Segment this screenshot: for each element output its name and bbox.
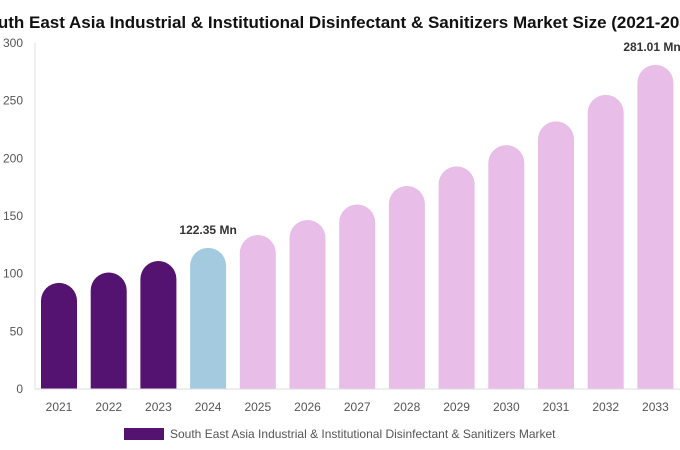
y-tick-label: 0: [16, 382, 23, 396]
x-tick-label: 2022: [95, 400, 122, 414]
legend-label: South East Asia Industrial & Institution…: [170, 427, 556, 441]
bar-2033[interactable]: [637, 64, 674, 390]
bar-2022[interactable]: [90, 272, 127, 389]
data-labels: 122.35 Mn 281.01 Mn: [179, 40, 680, 237]
bar-2027[interactable]: [339, 204, 376, 389]
legend[interactable]: South East Asia Industrial & Institution…: [124, 427, 556, 441]
bar-2032[interactable]: [587, 94, 624, 389]
bar-2023[interactable]: [140, 260, 177, 389]
x-tick-label: 2028: [394, 400, 421, 414]
y-tick-label: 150: [3, 209, 23, 223]
x-tick-label: 2024: [195, 400, 222, 414]
y-tick-label: 200: [3, 151, 23, 165]
x-tick-label: 2023: [145, 400, 172, 414]
chart-title: South East Asia Industrial & Institution…: [0, 13, 680, 32]
y-tick-label: 50: [10, 324, 24, 338]
x-tick-label: 2031: [543, 400, 570, 414]
y-tick-label: 250: [3, 94, 23, 108]
bar-2026[interactable]: [289, 220, 326, 389]
x-tick-label: 2027: [344, 400, 371, 414]
x-tick-label: 2030: [493, 400, 520, 414]
data-label-2033: 281.01 Mn: [623, 40, 680, 54]
bar-2028[interactable]: [388, 186, 425, 389]
x-tick-label: 2026: [294, 400, 321, 414]
bar-2021[interactable]: [41, 282, 77, 389]
x-axis: 2021 2022 2023 2024 2025 2026 2027 2028 2029 2030…: [35, 388, 680, 414]
bar-2024[interactable]: [190, 247, 227, 389]
y-tick-label: 100: [3, 267, 23, 281]
x-tick-label: 2029: [443, 400, 470, 414]
y-axis: 0 50 100 150 200 250 300: [3, 36, 36, 396]
x-tick-label: 2021: [46, 400, 73, 414]
bar-2030[interactable]: [488, 145, 525, 389]
data-label-2024: 122.35 Mn: [179, 223, 236, 237]
x-tick-label: 2033: [642, 400, 669, 414]
legend-swatch: [124, 428, 164, 440]
bar-2031[interactable]: [538, 121, 574, 389]
bar-2025[interactable]: [239, 235, 276, 389]
bar-2029[interactable]: [438, 166, 475, 389]
y-tick-label: 300: [3, 36, 23, 50]
x-tick-label: 2032: [592, 400, 619, 414]
bars: [41, 64, 674, 390]
x-tick-label: 2025: [244, 400, 271, 414]
